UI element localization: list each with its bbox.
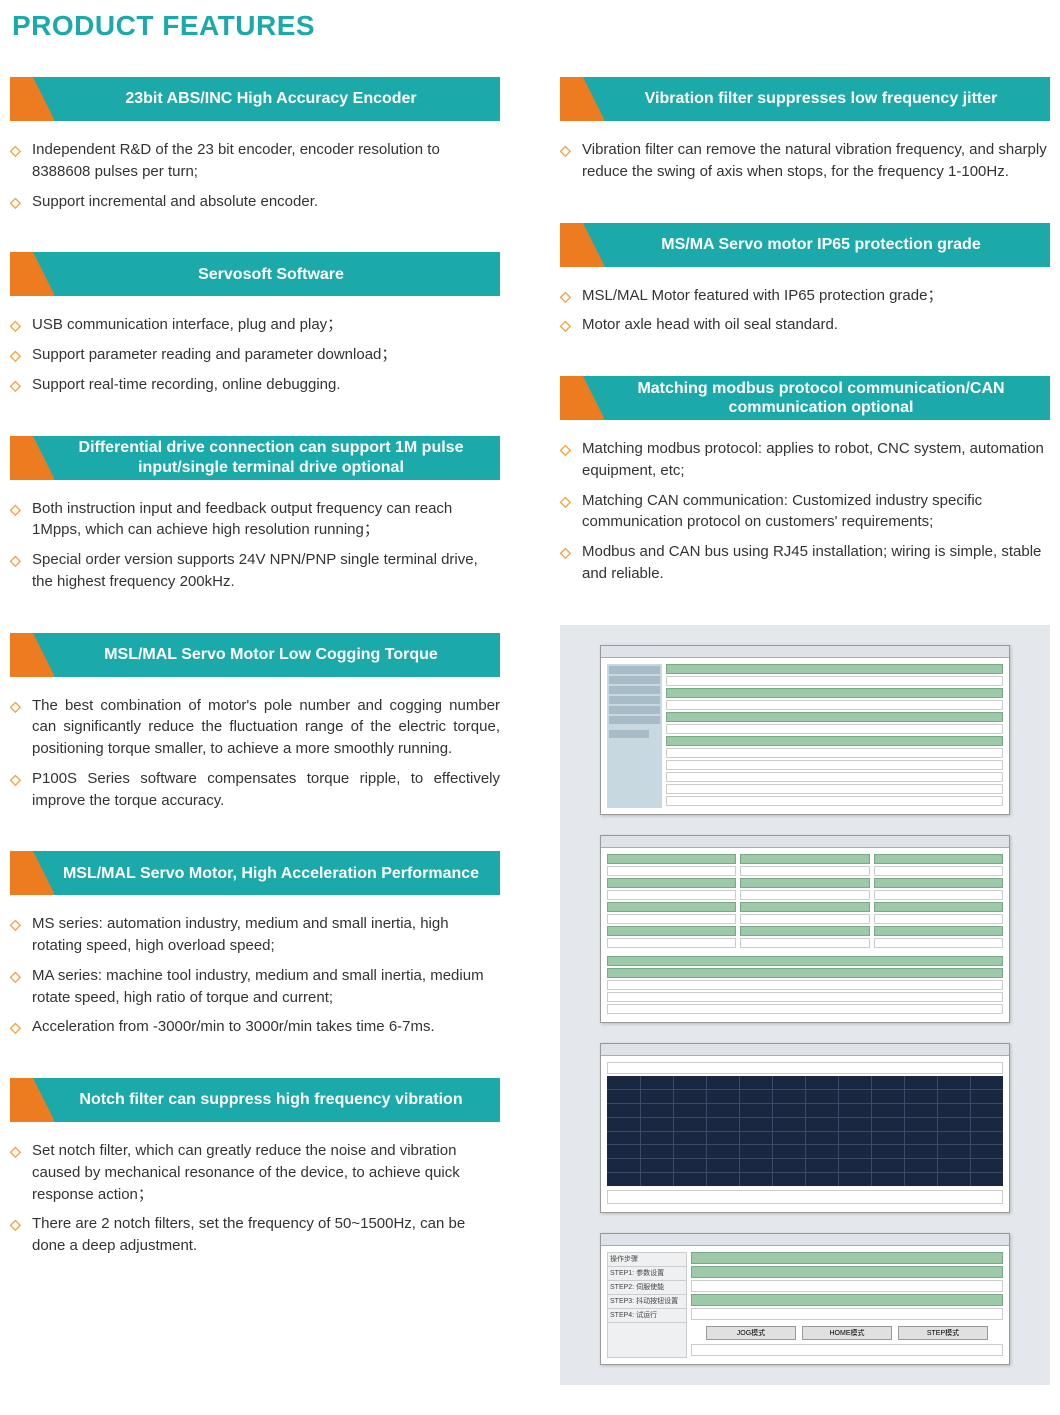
feature-list-item: Support parameter reading and parameter … bbox=[10, 344, 500, 366]
step-label: STEP2: 伺服使能 bbox=[608, 1281, 686, 1295]
feature-list: Matching modbus protocol: applies to rob… bbox=[560, 438, 1050, 585]
right-column: Vibration filter suppresses low frequenc… bbox=[560, 77, 1050, 1385]
feature-header: Matching modbus protocol communication/C… bbox=[560, 376, 1050, 420]
feature-list: MSL/MAL Motor featured with IP65 protect… bbox=[560, 285, 1050, 337]
feature-header: Differential drive connection can suppor… bbox=[10, 436, 500, 480]
feature-block: Matching modbus protocol communication/C… bbox=[560, 376, 1050, 585]
step-label: 操作步骤 bbox=[608, 1253, 686, 1267]
header-accent-triangle bbox=[560, 223, 604, 267]
software-screenshots: 操作步骤STEP1: 参数设置STEP2: 伺服使能STEP3: 抖动按钮设置S… bbox=[560, 625, 1050, 1385]
feature-list-item: Set notch filter, which can greatly redu… bbox=[10, 1140, 500, 1205]
feature-title: 23bit ABS/INC High Accuracy Encoder bbox=[54, 77, 500, 121]
step-label: STEP3: 抖动按钮设置 bbox=[608, 1295, 686, 1309]
feature-list: MS series: automation industry, medium a… bbox=[10, 913, 500, 1038]
header-accent-triangle bbox=[560, 77, 604, 121]
feature-header: Vibration filter suppresses low frequenc… bbox=[560, 77, 1050, 121]
feature-list-item: P100S Series software compensates torque… bbox=[10, 768, 500, 812]
feature-header: MS/MA Servo motor IP65 protection grade bbox=[560, 223, 1050, 267]
feature-block: Notch filter can suppress high frequency… bbox=[10, 1078, 500, 1257]
feature-block: Differential drive connection can suppor… bbox=[10, 436, 500, 593]
feature-list-item: Special order version supports 24V NPN/P… bbox=[10, 549, 500, 593]
header-accent-triangle bbox=[10, 436, 54, 480]
feature-header: 23bit ABS/INC High Accuracy Encoder bbox=[10, 77, 500, 121]
screenshot-test-run: 操作步骤STEP1: 参数设置STEP2: 伺服使能STEP3: 抖动按钮设置S… bbox=[600, 1233, 1010, 1365]
feature-title: MS/MA Servo motor IP65 protection grade bbox=[604, 223, 1050, 267]
columns: 23bit ABS/INC High Accuracy Encoder Indep… bbox=[10, 77, 1050, 1385]
feature-list-item: Matching modbus protocol: applies to rob… bbox=[560, 438, 1050, 482]
feature-list-item: USB communication interface, plug and pl… bbox=[10, 314, 500, 336]
feature-block: MSL/MAL Servo Motor, High Acceleration P… bbox=[10, 851, 500, 1038]
feature-block: Servosoft Software USB communication inte… bbox=[10, 252, 500, 395]
feature-header: MSL/MAL Servo Motor Low Cogging Torque bbox=[10, 633, 500, 677]
feature-list-item: The best combination of motor's pole num… bbox=[10, 695, 500, 760]
red-button bbox=[609, 730, 649, 738]
feature-list-item: Acceleration from -3000r/min to 3000r/mi… bbox=[10, 1016, 500, 1038]
feature-list-item: Both instruction input and feedback outp… bbox=[10, 498, 500, 542]
feature-block: Vibration filter suppresses low frequenc… bbox=[560, 77, 1050, 183]
feature-list-item: Modbus and CAN bus using RJ45 installati… bbox=[560, 541, 1050, 585]
header-accent-triangle bbox=[10, 77, 54, 121]
feature-title: Notch filter can suppress high frequency… bbox=[54, 1078, 500, 1122]
step-label: STEP1: 参数设置 bbox=[608, 1267, 686, 1281]
feature-title: Servosoft Software bbox=[54, 252, 500, 296]
feature-list-item: Independent R&D of the 23 bit encoder, e… bbox=[10, 139, 500, 183]
feature-title: Matching modbus protocol communication/C… bbox=[604, 376, 1050, 420]
feature-list-item: Motor axle head with oil seal standard. bbox=[560, 314, 1050, 336]
mode-button: STEP模式 bbox=[898, 1326, 988, 1340]
feature-title: Vibration filter suppresses low frequenc… bbox=[604, 77, 1050, 121]
feature-list-item: There are 2 notch filters, set the frequ… bbox=[10, 1213, 500, 1257]
header-accent-triangle bbox=[10, 252, 54, 296]
feature-list-item: Support incremental and absolute encoder… bbox=[10, 191, 500, 213]
feature-title: MSL/MAL Servo Motor, High Acceleration P… bbox=[54, 851, 500, 895]
feature-list: Independent R&D of the 23 bit encoder, e… bbox=[10, 139, 500, 212]
feature-list: Both instruction input and feedback outp… bbox=[10, 498, 500, 593]
header-accent-triangle bbox=[560, 376, 604, 420]
feature-list-item: Matching CAN communication: Customized i… bbox=[560, 490, 1050, 534]
mode-button: JOG模式 bbox=[706, 1326, 796, 1340]
feature-list-item: Vibration filter can remove the natural … bbox=[560, 139, 1050, 183]
feature-block: MSL/MAL Servo Motor Low Cogging Torque Th… bbox=[10, 633, 500, 812]
feature-header: Notch filter can suppress high frequency… bbox=[10, 1078, 500, 1122]
header-accent-triangle bbox=[10, 1078, 54, 1122]
feature-list: USB communication interface, plug and pl… bbox=[10, 314, 500, 395]
feature-block: MS/MA Servo motor IP65 protection grade M… bbox=[560, 223, 1050, 337]
feature-list: Vibration filter can remove the natural … bbox=[560, 139, 1050, 183]
feature-list-item: Support real-time recording, online debu… bbox=[10, 374, 500, 396]
feature-header: Servosoft Software bbox=[10, 252, 500, 296]
header-accent-triangle bbox=[10, 633, 54, 677]
feature-list: The best combination of motor's pole num… bbox=[10, 695, 500, 812]
screenshot-config-panels bbox=[600, 835, 1010, 1023]
feature-list: Set notch filter, which can greatly redu… bbox=[10, 1140, 500, 1257]
feature-block: 23bit ABS/INC High Accuracy Encoder Indep… bbox=[10, 77, 500, 212]
feature-list-item: MA series: machine tool industry, medium… bbox=[10, 965, 500, 1009]
step-label: STEP4: 试运行 bbox=[608, 1309, 686, 1323]
feature-header: MSL/MAL Servo Motor, High Acceleration P… bbox=[10, 851, 500, 895]
feature-title: Differential drive connection can suppor… bbox=[54, 436, 500, 480]
feature-title: MSL/MAL Servo Motor Low Cogging Torque bbox=[54, 633, 500, 677]
feature-list-item: MS series: automation industry, medium a… bbox=[10, 913, 500, 957]
screenshot-oscilloscope bbox=[600, 1043, 1010, 1213]
screenshot-parameter-table bbox=[600, 645, 1010, 815]
page-title: PRODUCT FEATURES bbox=[12, 10, 1050, 42]
left-column: 23bit ABS/INC High Accuracy Encoder Indep… bbox=[10, 77, 500, 1385]
feature-list-item: MSL/MAL Motor featured with IP65 protect… bbox=[560, 285, 1050, 307]
header-accent-triangle bbox=[10, 851, 54, 895]
mode-button: HOME模式 bbox=[802, 1326, 892, 1340]
